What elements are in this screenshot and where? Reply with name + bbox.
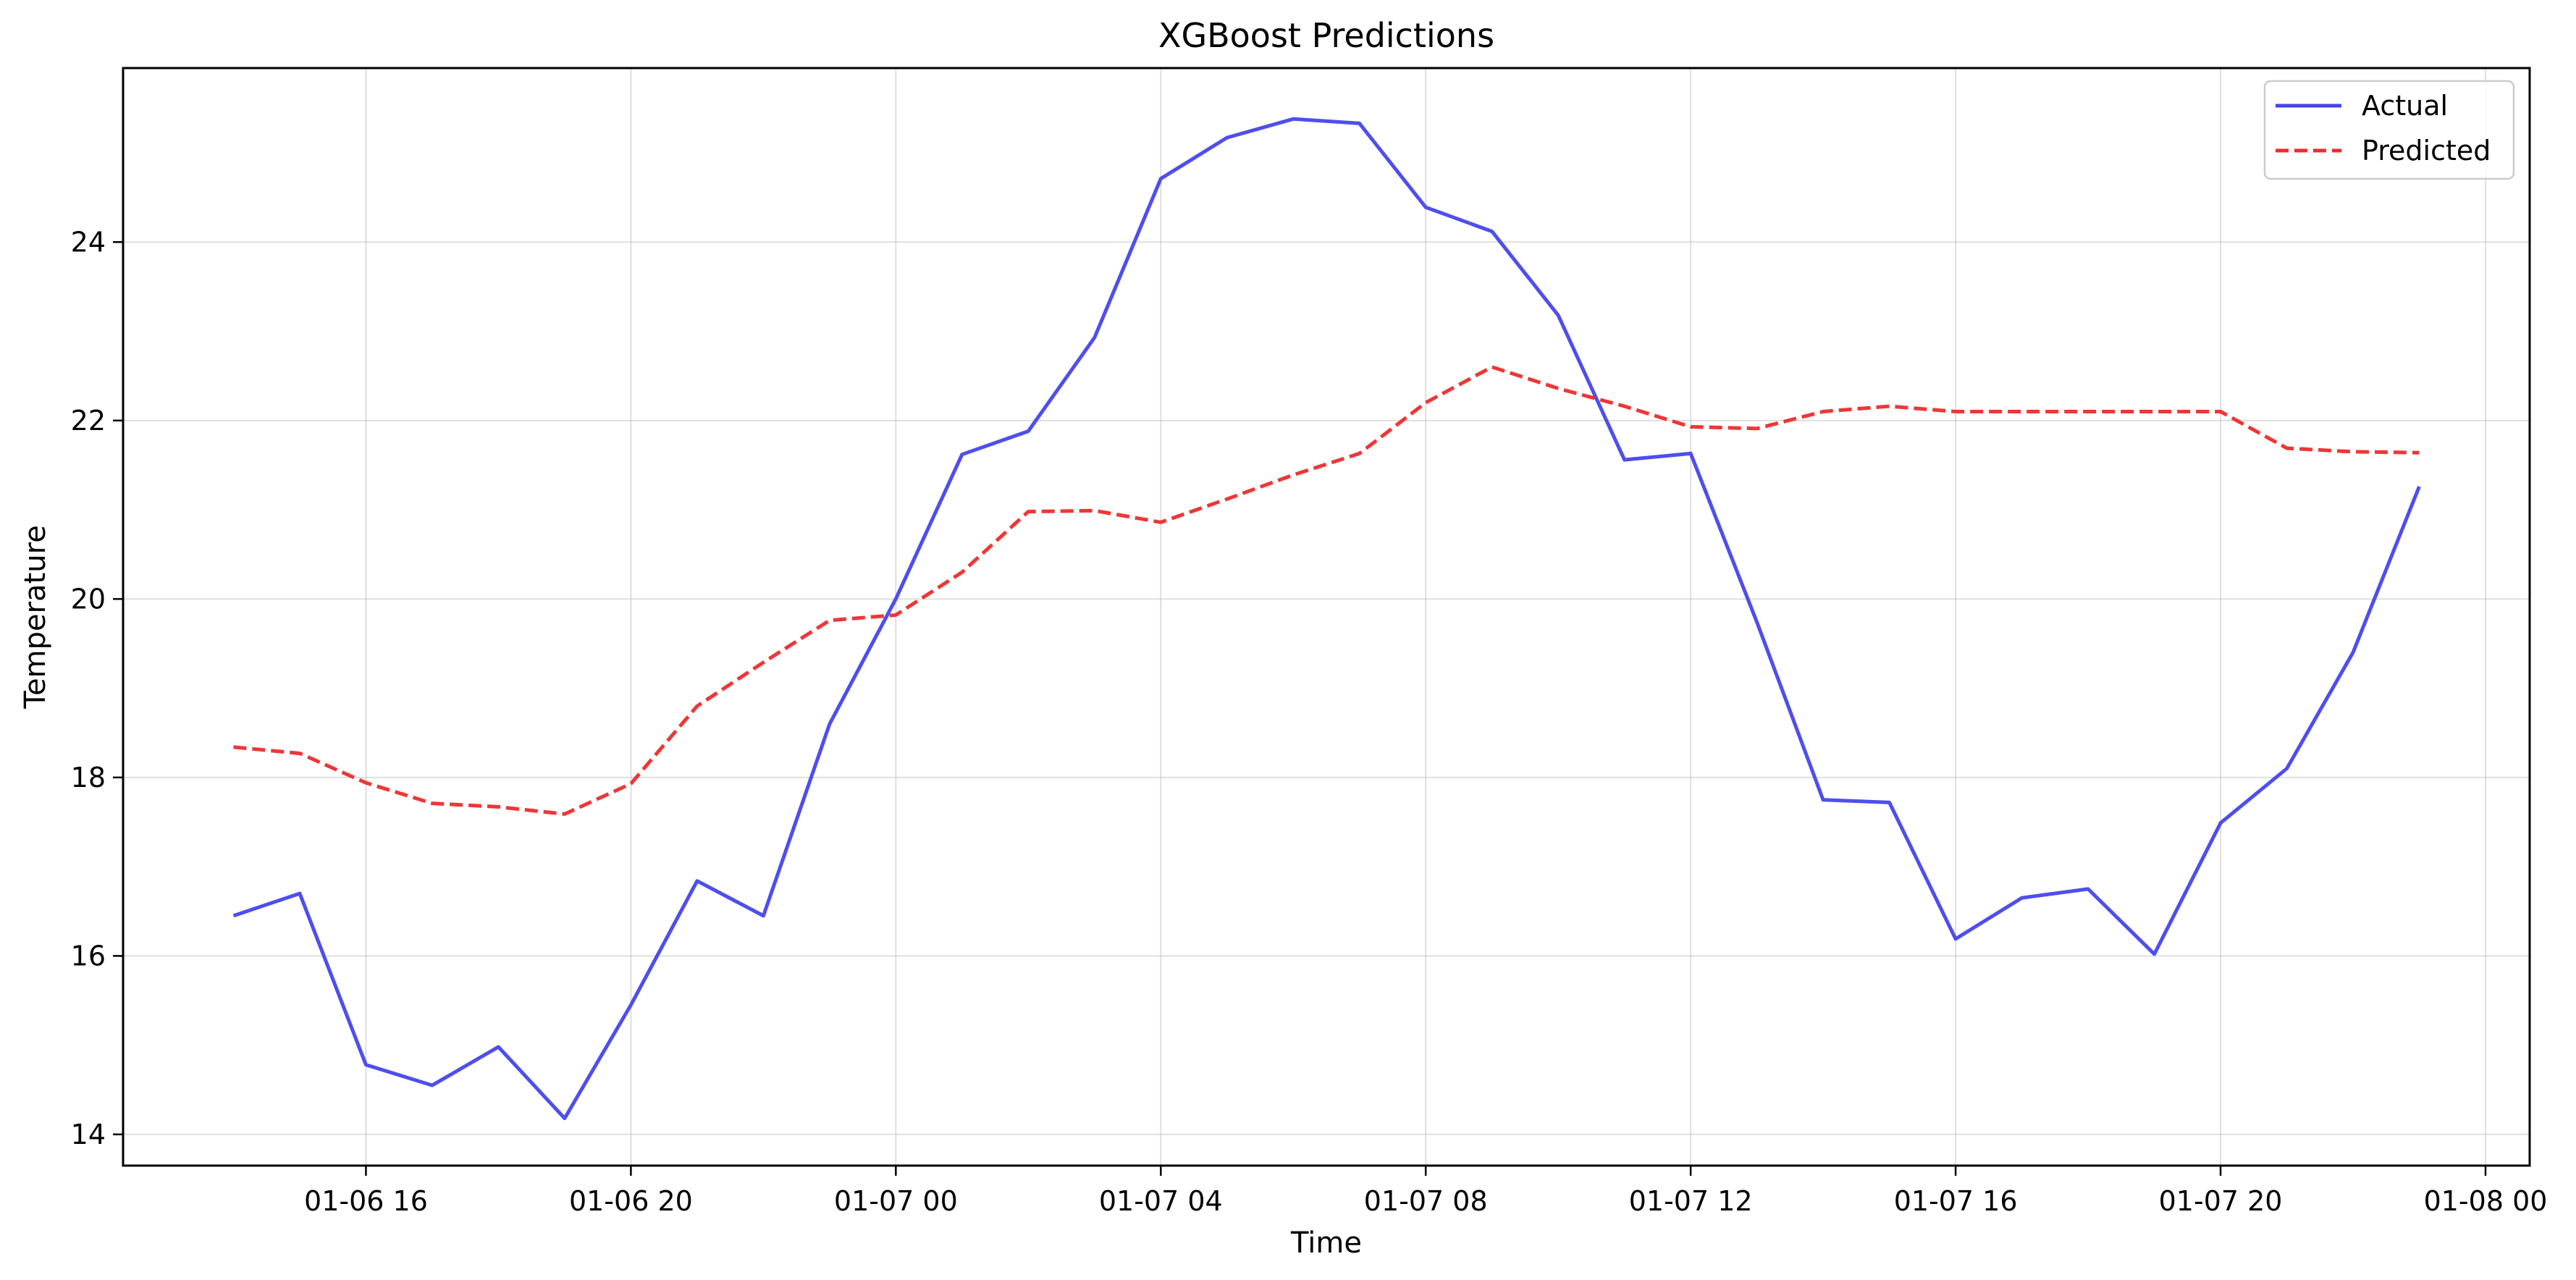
data-point-predicted [828, 618, 831, 622]
data-point-actual [1490, 230, 1494, 233]
data-point-predicted [1225, 497, 1229, 501]
data-point-actual [1292, 117, 1295, 121]
data-point-actual [2087, 887, 2090, 890]
data-point-predicted [1822, 410, 1825, 413]
data-point-actual [2219, 821, 2223, 825]
data-point-actual [695, 879, 699, 883]
data-point-predicted [1093, 509, 1096, 513]
data-point-actual [2152, 952, 2156, 956]
legend-label-predicted: Predicted [2362, 135, 2491, 167]
data-point-actual [430, 1084, 434, 1087]
data-point-predicted [2152, 410, 2156, 413]
data-point-predicted [629, 782, 633, 786]
series-lines [232, 117, 2421, 1121]
data-point-predicted [2087, 410, 2090, 413]
series-line-predicted [233, 365, 2420, 816]
y-axis-label: Temperature [19, 525, 52, 709]
y-tick-label: 24 [71, 226, 106, 258]
data-point-actual [1159, 177, 1163, 180]
x-tick-label: 01-08 00 [2424, 1185, 2548, 1217]
series-line-actual [232, 117, 2421, 1121]
data-point-actual [1424, 206, 1428, 209]
data-point-actual [2285, 767, 2289, 770]
x-tick-label: 01-07 04 [1099, 1185, 1223, 1217]
y-tick-label: 16 [71, 940, 106, 972]
data-point-actual [828, 722, 831, 725]
axis-ticks: 01-06 16 01-06 20 01-07 00 01-07 04 01-07 08… [71, 226, 2548, 1217]
data-point-actual [497, 1045, 500, 1049]
data-point-predicted [1159, 521, 1163, 524]
x-tick-label: 01-07 20 [2159, 1185, 2283, 1217]
x-axis-label: Time [1290, 1226, 1362, 1260]
data-point-predicted [1689, 425, 1693, 429]
data-point-predicted [430, 801, 434, 805]
plot-frame [122, 67, 2531, 1167]
data-point-actual [894, 597, 898, 601]
data-point-predicted [1622, 405, 1626, 408]
data-point-actual [232, 914, 235, 917]
y-tick-label: 14 [71, 1119, 106, 1150]
data-point-predicted [1557, 387, 1560, 390]
data-point-actual [1557, 313, 1560, 317]
data-point-predicted [2417, 451, 2421, 455]
grid-lines [123, 68, 2530, 1166]
data-point-actual [1887, 801, 1891, 804]
data-point-predicted [1755, 426, 1759, 430]
y-tick-label: 20 [71, 583, 106, 615]
data-point-actual [1689, 452, 1693, 455]
data-point-predicted [1954, 410, 1958, 413]
y-tick-label: 18 [71, 762, 106, 793]
data-point-actual [2352, 651, 2355, 654]
x-tick-label: 01-06 16 [304, 1185, 428, 1217]
data-point-predicted [232, 745, 235, 749]
data-point-actual [2417, 485, 2421, 489]
data-point-predicted [1027, 510, 1030, 513]
data-point-predicted [2219, 410, 2223, 413]
data-point-actual [1622, 458, 1626, 462]
data-point-predicted [894, 613, 898, 617]
data-point-predicted [2285, 447, 2289, 450]
x-tick-label: 01-07 12 [1629, 1185, 1753, 1217]
data-point-actual [1027, 429, 1030, 433]
data-point-actual [563, 1116, 566, 1120]
data-point-actual [1954, 937, 1958, 940]
data-point-actual [629, 1003, 633, 1007]
legend: Actual Predicted [2263, 80, 2515, 180]
legend-label-actual: Actual [2362, 90, 2448, 122]
chart-title: XGBoost Predictions [1158, 16, 1494, 55]
data-point-predicted [1292, 473, 1295, 477]
x-tick-label: 01-07 08 [1364, 1185, 1488, 1217]
data-point-actual [1755, 620, 1759, 624]
data-point-actual [960, 452, 964, 456]
data-point-predicted [2020, 410, 2024, 413]
y-tick-label: 22 [71, 405, 106, 437]
data-point-actual [364, 1063, 368, 1066]
data-point-actual [2020, 896, 2024, 900]
x-tick-label: 01-07 16 [1894, 1185, 2018, 1217]
data-point-predicted [1424, 401, 1428, 405]
data-point-actual [298, 892, 302, 896]
data-point-predicted [1490, 365, 1494, 369]
data-point-predicted [1887, 405, 1891, 408]
data-point-predicted [1358, 452, 1361, 455]
data-point-actual [1093, 336, 1096, 340]
data-point-predicted [497, 805, 500, 809]
data-point-actual [1225, 136, 1229, 140]
data-point-predicted [298, 751, 302, 755]
x-tick-label: 01-07 00 [834, 1185, 958, 1217]
data-point-actual [1822, 798, 1825, 801]
data-point-actual [762, 914, 765, 917]
x-tick-label: 01-06 20 [569, 1185, 693, 1217]
data-point-actual [1358, 122, 1361, 125]
data-point-predicted [960, 570, 964, 574]
data-point-predicted [364, 781, 368, 785]
data-point-predicted [695, 704, 699, 708]
data-point-predicted [563, 812, 566, 816]
data-point-predicted [2352, 450, 2355, 454]
data-point-predicted [762, 660, 765, 664]
